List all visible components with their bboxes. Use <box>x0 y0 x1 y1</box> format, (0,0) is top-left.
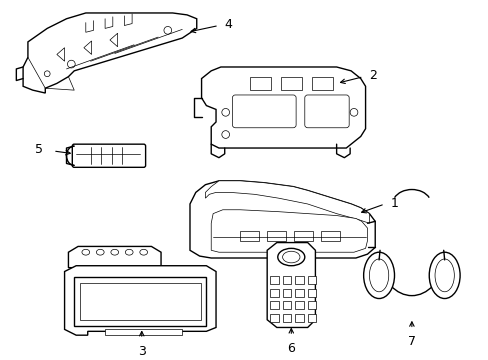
Bar <box>282 276 291 284</box>
Bar <box>282 314 291 322</box>
Polygon shape <box>201 67 365 148</box>
Polygon shape <box>84 41 91 54</box>
FancyBboxPatch shape <box>304 95 348 128</box>
Text: 5: 5 <box>35 143 43 157</box>
Ellipse shape <box>82 249 89 255</box>
Polygon shape <box>110 33 118 47</box>
Ellipse shape <box>428 252 459 298</box>
Polygon shape <box>211 210 367 252</box>
Text: 3: 3 <box>138 345 145 358</box>
Text: 7: 7 <box>407 335 415 348</box>
Polygon shape <box>74 277 206 325</box>
Ellipse shape <box>125 249 133 255</box>
Polygon shape <box>64 266 216 335</box>
Bar <box>249 77 270 90</box>
Ellipse shape <box>282 251 299 263</box>
Bar <box>269 276 278 284</box>
Bar <box>295 314 303 322</box>
Bar <box>295 289 303 297</box>
Bar <box>269 314 278 322</box>
Bar <box>280 77 301 90</box>
Bar <box>311 77 332 90</box>
Bar <box>307 276 316 284</box>
Bar <box>240 231 259 240</box>
Ellipse shape <box>363 252 394 298</box>
Text: 4: 4 <box>224 18 232 31</box>
Bar <box>266 231 286 240</box>
Ellipse shape <box>111 249 119 255</box>
Polygon shape <box>205 181 368 223</box>
FancyBboxPatch shape <box>232 95 296 128</box>
Bar <box>294 231 313 240</box>
Bar <box>307 301 316 309</box>
Bar <box>105 329 182 335</box>
Text: 1: 1 <box>390 197 398 210</box>
Bar <box>295 301 303 309</box>
Text: 6: 6 <box>287 342 295 355</box>
Bar <box>282 301 291 309</box>
Polygon shape <box>68 247 161 267</box>
Ellipse shape <box>96 249 104 255</box>
Ellipse shape <box>368 259 388 292</box>
Polygon shape <box>23 13 196 93</box>
Polygon shape <box>190 181 374 258</box>
Bar <box>321 231 340 240</box>
Polygon shape <box>80 283 200 320</box>
Bar <box>295 276 303 284</box>
Text: 2: 2 <box>368 69 377 82</box>
Bar <box>282 289 291 297</box>
Bar <box>307 289 316 297</box>
Ellipse shape <box>434 259 453 292</box>
Ellipse shape <box>140 249 147 255</box>
Polygon shape <box>57 48 64 61</box>
Bar <box>269 289 278 297</box>
Polygon shape <box>266 243 315 328</box>
Ellipse shape <box>277 248 304 266</box>
Bar <box>307 314 316 322</box>
FancyBboxPatch shape <box>72 144 145 167</box>
Bar <box>269 301 278 309</box>
